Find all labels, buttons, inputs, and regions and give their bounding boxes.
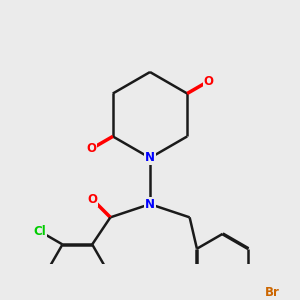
Text: Cl: Cl xyxy=(33,225,46,238)
Text: O: O xyxy=(88,193,98,206)
Text: O: O xyxy=(204,75,214,88)
Text: N: N xyxy=(145,152,155,164)
Text: O: O xyxy=(86,142,96,155)
Text: Br: Br xyxy=(265,286,280,299)
Text: N: N xyxy=(145,198,155,211)
